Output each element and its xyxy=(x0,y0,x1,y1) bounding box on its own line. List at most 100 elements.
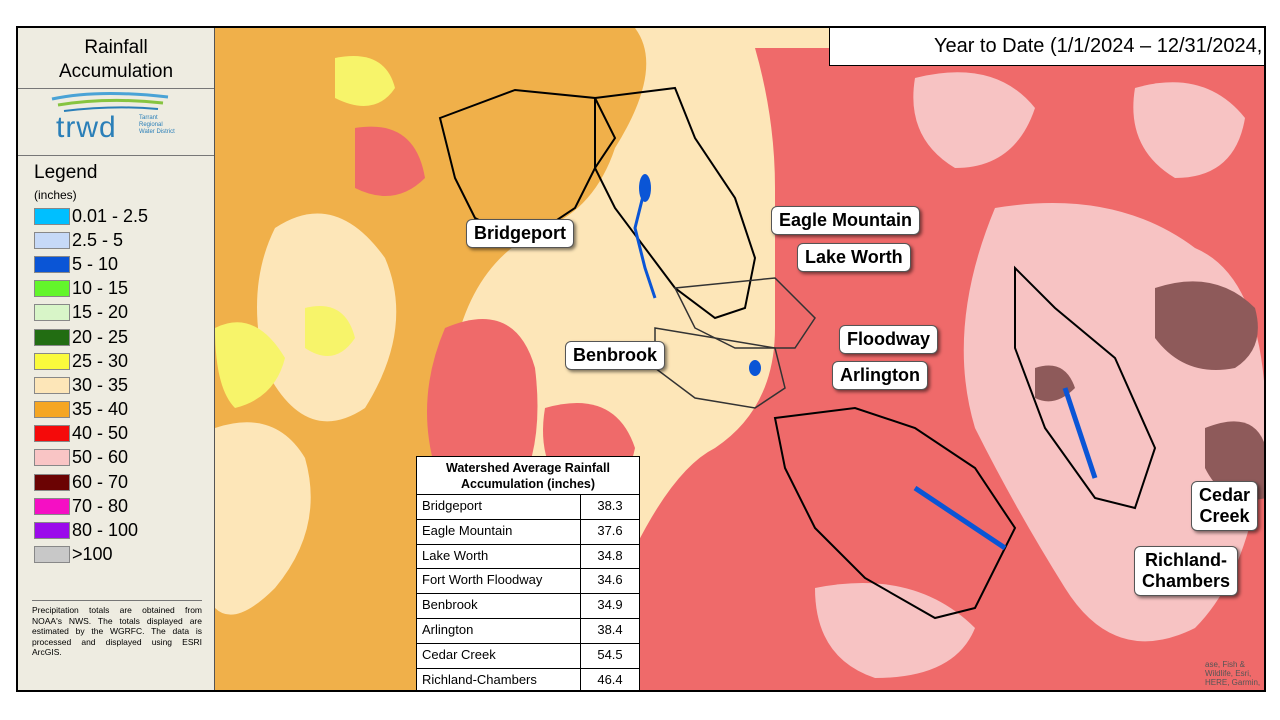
legend-swatch xyxy=(34,449,70,467)
legend-label: 80 - 100 xyxy=(72,520,139,541)
legend-item: 60 - 70 xyxy=(34,470,214,494)
table-row: Eagle Mountain 37.6 xyxy=(417,518,639,544)
legend-item: 5 - 10 xyxy=(34,252,214,276)
legend-label: 20 - 25 xyxy=(72,326,129,347)
legend-swatch xyxy=(34,522,70,540)
legend-swatch xyxy=(34,473,70,491)
table-row: Arlington 38.4 xyxy=(417,617,639,643)
legend-swatch xyxy=(34,231,70,249)
callout-arlington: Arlington xyxy=(832,361,928,390)
callout-label: Bridgeport xyxy=(474,223,566,243)
legend-swatch xyxy=(34,280,70,298)
trwd-logo: trwd Tarrant Regional Water District xyxy=(18,89,214,151)
legend-swatch xyxy=(34,546,70,564)
legend-swatch xyxy=(34,207,70,225)
legend-swatch xyxy=(34,304,70,322)
callout-label: Lake Worth xyxy=(805,247,903,267)
map-frame: Rainfall Accumulation trwd Tarrant Regio… xyxy=(16,26,1266,692)
legend-label: 10 - 15 xyxy=(72,278,129,299)
legend-item: 70 - 80 xyxy=(34,494,214,518)
table-title-line2: Accumulation (inches) xyxy=(460,477,596,491)
table-body: Bridgeport 38.3 Eagle Mountain 37.6 Lake Wor… xyxy=(417,495,639,690)
logo-subtitle: Tarrant Regional Water District xyxy=(139,115,175,135)
rainfall-value: 54.5 xyxy=(597,646,623,662)
watershed-name: Arlington xyxy=(417,618,581,643)
callout-bridgeport: Bridgeport xyxy=(466,219,574,248)
table-row: Richland-Chambers 46.4 xyxy=(417,667,639,690)
legend-item: 2.5 - 5 xyxy=(34,228,214,252)
legend-sidebar: Rainfall Accumulation trwd Tarrant Regio… xyxy=(18,28,215,690)
legend-item: 40 - 50 xyxy=(34,422,214,446)
callout-label: Richland- xyxy=(1145,550,1228,570)
legend-item: 80 - 100 xyxy=(34,518,214,542)
legend-title: Legend xyxy=(34,162,98,183)
watershed-name: Bridgeport xyxy=(417,495,581,519)
legend-label: >100 xyxy=(72,544,113,565)
divider xyxy=(18,88,214,89)
rainfall-raster xyxy=(215,28,1264,690)
legend-label: 2.5 - 5 xyxy=(72,229,124,250)
legend-item: 35 - 40 xyxy=(34,398,214,422)
callout-lake-worth: Lake Worth xyxy=(797,243,911,272)
legend-item: 25 - 30 xyxy=(34,349,214,373)
table-row: Lake Worth 34.8 xyxy=(417,543,639,569)
rainfall-value: 46.4 xyxy=(597,671,623,687)
legend-label: 40 - 50 xyxy=(72,423,129,444)
legend-item: 50 - 60 xyxy=(34,446,214,470)
table-row: Fort Worth Floodway 34.6 xyxy=(417,568,639,594)
table-title: Watershed Average Rainfall Accumulation … xyxy=(417,457,639,495)
map-credit: ase, Fish & Wildlife, Esri, HERE, Garmin… xyxy=(1205,660,1261,687)
logo-text: trwd xyxy=(56,111,117,144)
watershed-name: Fort Worth Floodway xyxy=(417,569,581,594)
watershed-name: Cedar Creek xyxy=(417,643,581,668)
legend-list: 0.01 - 2.5 2.5 - 5 5 - 10 10 - 15 15 - 20 20 … xyxy=(18,204,214,567)
legend-label: 50 - 60 xyxy=(72,447,129,468)
legend-label: 5 - 10 xyxy=(72,253,119,274)
legend-swatch xyxy=(34,328,70,346)
legend-item: 10 - 15 xyxy=(34,277,214,301)
sidebar-title-line1: Rainfall xyxy=(84,37,148,58)
legend-units: (inches) xyxy=(34,188,77,202)
table-title-line1: Watershed Average Rainfall xyxy=(446,461,610,475)
callout-label: Benbrook xyxy=(573,345,658,365)
callout-label: Cedar xyxy=(1199,485,1251,505)
callout-label: Floodway xyxy=(847,329,931,349)
callout-label: Eagle Mountain xyxy=(779,210,913,230)
legend-item: >100 xyxy=(34,543,214,567)
callout-richland-chambers: Richland- Chambers xyxy=(1134,546,1239,596)
legend-label: 25 - 30 xyxy=(72,350,129,371)
divider xyxy=(18,155,214,156)
legend-swatch xyxy=(34,401,70,419)
legend-label: 15 - 20 xyxy=(72,302,129,323)
legend-label: 0.01 - 2.5 xyxy=(72,205,149,226)
rainfall-value: 37.6 xyxy=(597,522,623,538)
watershed-name: Benbrook xyxy=(417,594,581,618)
callout-label: Chambers xyxy=(1142,571,1231,591)
table-row: Cedar Creek 54.5 xyxy=(417,642,639,668)
sidebar-title-line2: Accumulation xyxy=(58,61,174,82)
sidebar-title: Rainfall Accumulation xyxy=(18,36,214,84)
legend-swatch xyxy=(34,425,70,443)
legend-label: 35 - 40 xyxy=(72,399,129,420)
rainfall-value: 34.6 xyxy=(597,572,623,588)
legend-swatch xyxy=(34,376,70,394)
watershed-name: Richland-Chambers xyxy=(417,668,581,690)
legend-item: 20 - 25 xyxy=(34,325,214,349)
legend-swatch xyxy=(34,255,70,273)
callout-benbrook: Benbrook xyxy=(565,341,666,370)
callout-label: Creek xyxy=(1199,506,1250,526)
rainfall-value: 34.8 xyxy=(597,547,623,563)
table-row: Bridgeport 38.3 xyxy=(417,495,639,519)
data-source-note: Precipitation totals are obtained from N… xyxy=(32,600,202,658)
watershed-name: Eagle Mountain xyxy=(417,519,581,544)
callout-floodway: Floodway xyxy=(839,325,939,354)
rainfall-value: 38.3 xyxy=(597,498,623,513)
legend-item: 15 - 20 xyxy=(34,301,214,325)
callout-label: Arlington xyxy=(840,365,920,385)
callout-eagle-mountain: Eagle Mountain xyxy=(771,206,921,235)
watershed-name: Lake Worth xyxy=(417,544,581,569)
rainfall-map[interactable]: Year to Date (1/1/2024 – 12/31/2024, 366… xyxy=(215,28,1264,690)
rainfall-value: 34.9 xyxy=(597,597,623,613)
watershed-table: Watershed Average Rainfall Accumulation … xyxy=(416,456,640,690)
legend-label: 30 - 35 xyxy=(72,374,129,395)
